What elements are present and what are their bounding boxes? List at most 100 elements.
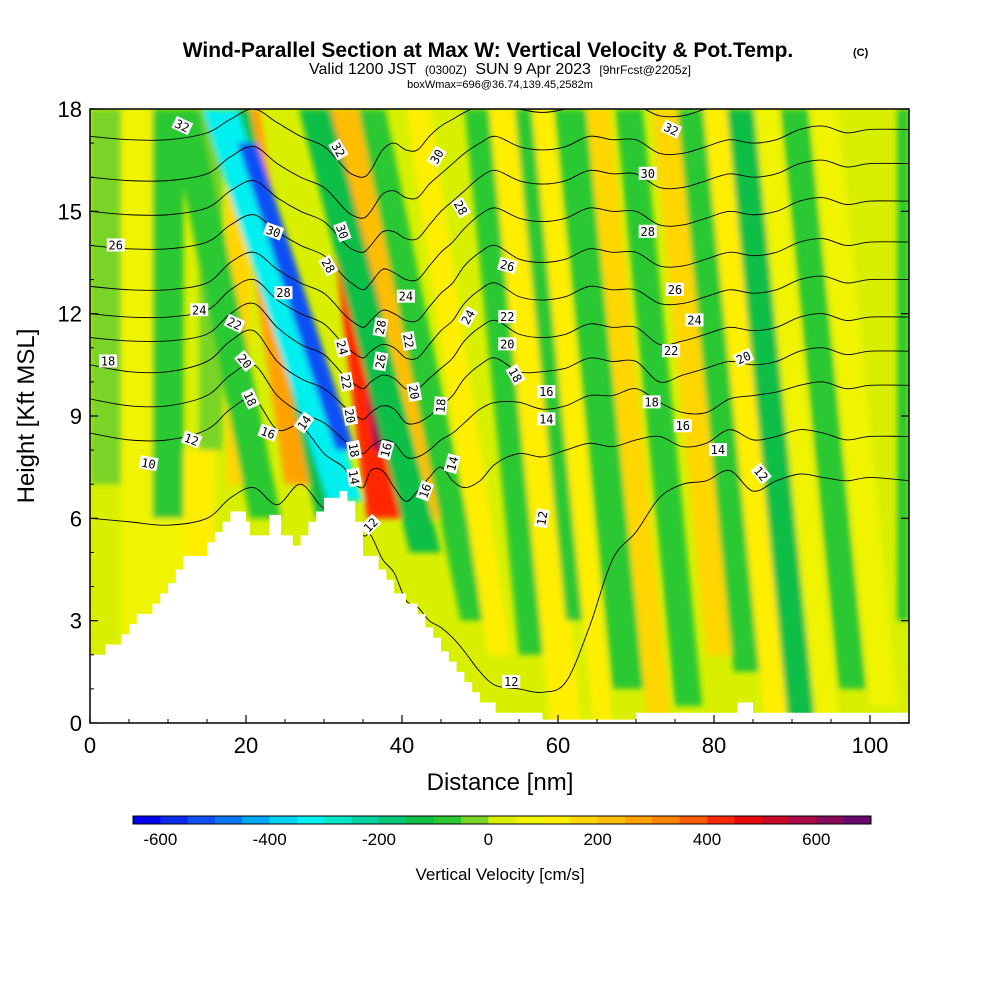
contour-label-text: 26 [109,238,123,252]
contour-label-text: 18 [644,395,658,409]
contour-label-box [638,166,657,180]
y-tick-label: 6 [70,506,82,531]
plot-area: 32 32 30 32 30 28 30 30 28 26 26 28 28 26 24 24 24 22 24 22… [90,109,909,723]
contour-label-box [400,330,417,351]
colorbar-swatch [133,816,161,824]
valid-time-line: Valid 1200 JST (0300Z) SUN 9 Apr 2023 [9… [309,61,691,78]
contour-label: 22 [498,310,517,324]
contour-label-box [638,224,657,238]
colorbar-label: Vertical Velocity [cm/s] [415,865,584,884]
contour-label-box [750,462,772,485]
contour-label-box [537,412,556,426]
contour-label-box [396,289,415,303]
contour-label: 32 [171,115,194,136]
contour-label: 14 [345,467,363,488]
colorbar-swatch [406,816,435,824]
contour-label: 10 [138,455,159,472]
contour-label: 16 [415,480,435,502]
contour-label: 28 [318,254,339,277]
contour-label-box [171,115,194,136]
contour-label: 22 [662,344,681,358]
colorbar-tick-label: -200 [362,830,396,849]
contour-label-text: 20 [342,408,358,425]
valid-utc: (0300Z) [425,63,467,77]
contour-label: 14 [708,443,727,457]
contour-label-box [338,371,355,392]
velocity-band [358,109,488,621]
contour-label: 14 [443,453,461,475]
contour-label-text: 18 [241,389,260,408]
contour-label-text: 16 [676,419,690,433]
contour-label-box [498,310,517,324]
x-tick-label: 20 [234,733,258,758]
colorbar-frame [132,815,872,825]
contour-label: 26 [372,351,389,372]
contour-labels: 32 32 30 32 30 28 30 30 28 26 26 28 28 26 24 24 24 22 24 22… [98,115,772,689]
contour-label-box [138,455,159,472]
contour-label-box [333,337,352,359]
contour-label-box [642,395,661,409]
contour-label-box [660,119,683,139]
contour-label: 14 [293,411,315,434]
contour-label: 12 [180,430,203,449]
contour-label-box [662,344,681,358]
contour-label-box [257,423,279,442]
contour-label-text: 18 [505,365,524,385]
contour-label-text: 24 [333,339,350,357]
contour-label-text: 32 [328,140,347,160]
colorbar-swatch [679,816,708,824]
colorbar-ticks: -600 -400 -200 0 200 400 600 [143,830,830,849]
contour-label-text: 10 [140,456,157,472]
contour-label-box [415,480,435,502]
contour-label: 20 [498,337,517,351]
contour-label-text: 26 [499,257,517,274]
contour-label-box [372,317,389,338]
contour-label-box [180,430,203,449]
contour-label-box [359,513,382,536]
colorbar-tick-label: 200 [583,830,611,849]
contour-label: 28 [450,196,472,219]
theta-contour-14 [90,397,909,502]
contour-label-text: 30 [427,147,446,167]
contour-label-box [502,675,521,689]
colorbar-tick-label: 400 [693,830,721,849]
contour-label-box [106,238,125,252]
colorbar-swatch [543,816,571,824]
contour-label: 22 [338,371,355,392]
contour-label-box [377,439,395,461]
y-tick-label: 3 [70,609,82,634]
contour-label-box [505,363,526,386]
contour-label-text: 14 [711,443,725,457]
contour-label-box [497,256,518,275]
contour-label: 24 [457,305,478,328]
contour-label-box [223,313,246,334]
contour-label-text: 26 [373,353,389,370]
y-tick-label: 18 [58,97,82,122]
contour-label-text: 28 [318,256,337,276]
contour-label-box [372,351,389,372]
contour-label: 22 [223,313,246,334]
contour-label-text: 18 [101,354,115,368]
colorbar-swatch [816,816,845,824]
contour-label-text: 30 [264,223,282,241]
y-tick-label: 15 [58,199,82,224]
contour-label-text: 28 [373,319,389,336]
contour-label-text: 30 [640,167,654,181]
contour-label-text: 26 [668,283,682,297]
theta-contour-26 [90,197,909,291]
contour-label: 24 [333,337,352,359]
contour-label-box [262,222,285,241]
contour-label: 30 [262,222,285,241]
contour-label: 32 [328,138,349,161]
velocity-band [237,143,356,451]
contour-label-text: 14 [345,469,361,486]
colorbar-swatch [297,816,325,824]
velocity-band [586,109,672,723]
contour-label-box [293,411,315,434]
colorbar-swatch [187,816,216,824]
colorbar-swatch [379,816,407,824]
contour-label-text: 22 [664,344,678,358]
colorbar-swatch [242,816,271,824]
contour-label-text: 14 [539,412,553,426]
velocity-band [780,109,867,689]
